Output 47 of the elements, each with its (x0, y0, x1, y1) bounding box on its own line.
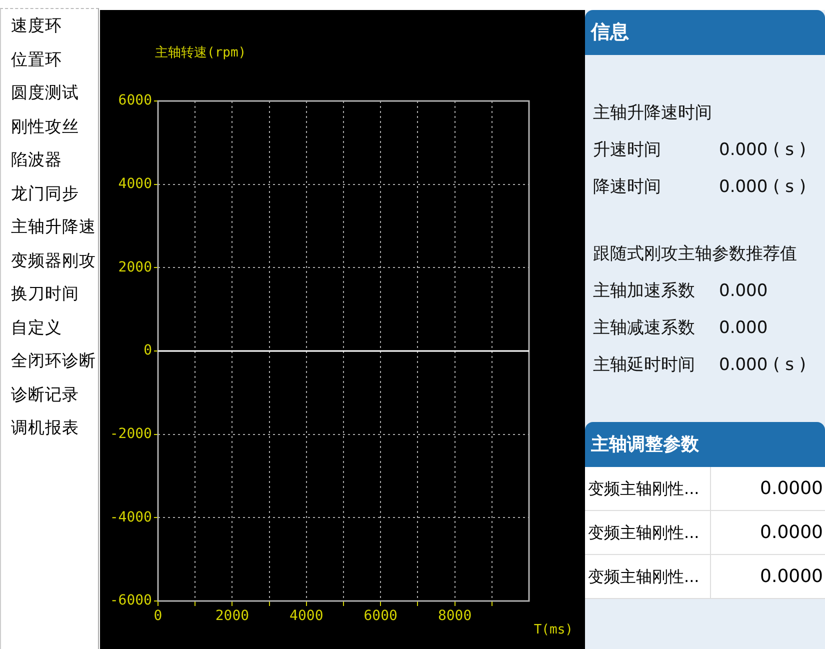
text: 0.000 (719, 280, 768, 303)
y-tick-label: 0 (144, 342, 152, 359)
text: 全闭环诊断 (10, 350, 97, 372)
text: 0.000 ( s ) (719, 354, 806, 377)
x-tick-label: 6000 (364, 608, 398, 624)
x-tick-label: 2000 (215, 608, 250, 624)
text: 诊断记录 (10, 384, 80, 406)
text: 0.0000 (759, 477, 824, 501)
x-tick-label: 0 (154, 608, 162, 624)
text: 主轴升降速 (10, 216, 97, 238)
text: 龙门同步 (10, 182, 80, 204)
text: 主轴调整参数 (585, 422, 825, 467)
y-tick-label: -6000 (110, 592, 152, 609)
text: 刚性攻丝 (10, 116, 80, 138)
x-tick-label: 8000 (438, 608, 472, 624)
text: 变频器刚攻 (10, 250, 97, 272)
text: 主轴加速系数 (593, 280, 696, 303)
y-tick-label: -4000 (110, 509, 152, 526)
y-axis-title: 主轴转速(rpm) (155, 44, 246, 60)
text: 主轴延时时间 (593, 354, 696, 377)
text: 调机报表 (10, 417, 80, 439)
text: 速度环 (10, 15, 63, 37)
y-tick-label: 6000 (118, 92, 152, 109)
text: 换刀时间 (10, 283, 80, 305)
text: 0.0000 (759, 565, 824, 589)
text: 0.000 ( s ) (719, 176, 806, 199)
text: 陷波器 (10, 149, 63, 171)
text: 圆度测试 (10, 82, 80, 104)
text: 降速时间 (593, 176, 662, 199)
text: 变频主轴刚性... (585, 511, 711, 554)
text: 自定义 (10, 316, 63, 338)
text: 变频主轴刚性... (585, 467, 711, 510)
text: 主轴减速系数 (593, 317, 696, 340)
text: 位置环 (10, 48, 63, 70)
y-tick-label: 4000 (118, 176, 152, 192)
text: 升速时间 (593, 139, 662, 162)
text: 0.000 ( s ) (719, 139, 806, 162)
text: 跟随式刚攻主轴参数推荐值 (592, 243, 798, 266)
y-tick-label: 2000 (118, 259, 152, 276)
text: 0.0000 (759, 521, 824, 545)
text: 信息 (585, 10, 825, 55)
x-axis-title: T(ms) (534, 622, 573, 638)
x-tick-label: 4000 (290, 608, 324, 624)
text: 主轴升降速时间 (592, 102, 713, 125)
y-tick-label: -2000 (110, 426, 152, 442)
text: 0.000 (719, 317, 768, 340)
text: 变频主轴刚性... (585, 555, 711, 598)
